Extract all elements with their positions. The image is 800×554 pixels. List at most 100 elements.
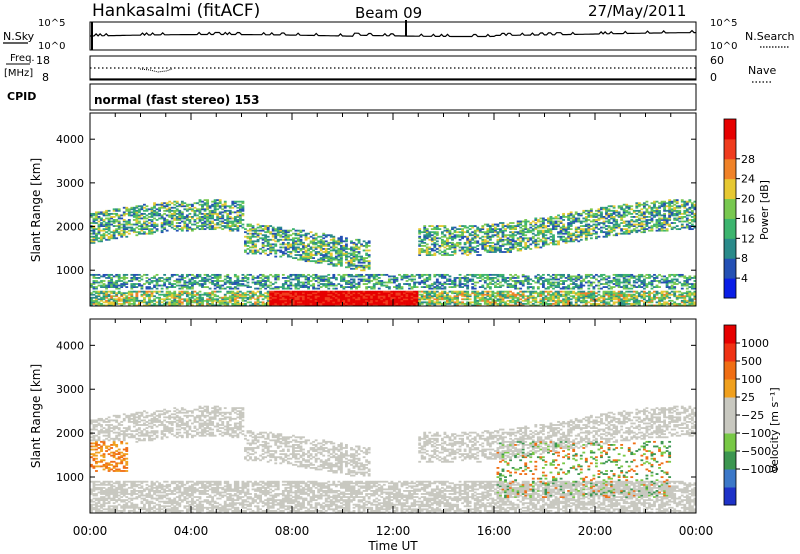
power-cell-697	[158, 212, 161, 215]
power-cell-4763	[579, 299, 583, 302]
power-cell-3750	[478, 304, 482, 307]
power-cell-2523	[337, 292, 341, 295]
power-cell-434	[130, 226, 134, 229]
power-cell-503	[137, 273, 141, 276]
power-cell-4732	[574, 219, 578, 221]
power-cell-885	[178, 275, 182, 278]
power-cell-1929	[284, 280, 288, 282]
power-cell-3736	[476, 281, 480, 284]
power-cell-3318	[433, 301, 437, 304]
power-cell-4564	[559, 237, 563, 240]
power-cell-4534	[557, 290, 560, 293]
power-cell-4108	[511, 222, 515, 224]
power-cell-509	[137, 220, 141, 223]
power-cell-2191	[307, 273, 310, 276]
power-cell-650	[153, 223, 156, 226]
power-cell-3248	[425, 284, 429, 287]
power-cell-170	[105, 286, 108, 288]
power-cell-2580	[342, 299, 346, 302]
power-cell-4485	[552, 243, 555, 246]
power-cell-3234	[423, 229, 427, 232]
power-cell-766	[165, 209, 169, 212]
power-cell-3976	[499, 229, 502, 232]
power-cell-1725	[264, 238, 268, 241]
power-cell-4110	[514, 302, 518, 305]
power-cell-2599	[342, 244, 346, 247]
power-cell-2107	[299, 243, 303, 246]
power-cell-2369	[322, 237, 326, 240]
power-cell-871	[178, 302, 182, 305]
nave-tick-top: 60	[710, 54, 724, 67]
power-cell-4656	[567, 216, 571, 218]
power-cell-3449	[446, 293, 449, 296]
power-cell-3276	[428, 290, 432, 293]
power-cell-146	[102, 275, 106, 278]
power-cell-1620	[254, 301, 257, 304]
power-cell-2537	[337, 243, 341, 246]
power-cell-3309	[430, 240, 434, 243]
power-cell-143	[102, 284, 106, 287]
power-cell-4314	[534, 226, 538, 229]
power-cell-4048	[506, 237, 510, 240]
power-cell-1616	[251, 226, 255, 229]
power-cell-1938	[284, 235, 288, 238]
power-cell-2445	[329, 263, 333, 266]
power-cell-1190	[208, 212, 212, 215]
power-cell-4621	[564, 232, 568, 235]
power-cell-53	[92, 214, 96, 217]
power-cell-75	[95, 228, 98, 231]
power-cell-1574	[249, 295, 252, 298]
power-cell-4170	[519, 248, 523, 250]
power-cell-1424	[233, 301, 237, 304]
power-cell-1439	[233, 225, 237, 227]
power-cell-4018	[504, 277, 507, 279]
power-cell-1888	[279, 226, 283, 229]
power-cell-1269	[216, 217, 220, 220]
power-cell-626	[150, 223, 154, 226]
power-cell-813	[170, 217, 174, 220]
power-cell-1981	[289, 292, 293, 295]
power-cell-2365	[322, 244, 326, 247]
power-cell-484	[135, 220, 139, 223]
power-cell-2491	[334, 301, 338, 304]
power-cell-4419	[547, 304, 550, 307]
power-cell-3928	[496, 295, 500, 298]
power-cell-4146	[516, 248, 520, 250]
power-cell-2979	[385, 293, 389, 296]
power-cell-2240	[312, 286, 316, 288]
power-cell-403	[127, 280, 131, 282]
power-cell-4363	[539, 223, 543, 226]
power-cell-2808	[362, 290, 366, 293]
power-cell-1963	[286, 246, 290, 249]
power-cell-4784	[579, 225, 583, 227]
power-cell-3932	[496, 286, 500, 288]
power-cell-1324	[223, 301, 227, 304]
power-cell-2363	[322, 251, 326, 253]
power-cell-4132	[514, 225, 518, 227]
power-cell-4445	[549, 302, 553, 305]
power-cell-952	[185, 290, 189, 293]
power-cell-1797	[271, 287, 275, 290]
power-cell-3535	[453, 235, 457, 238]
power-cell-4686	[569, 211, 573, 214]
power-cell-536	[140, 208, 144, 211]
power-cell-4113	[514, 296, 518, 299]
power-cell-495	[137, 302, 141, 305]
power-cell-1349	[226, 298, 230, 301]
power-cell-3720	[473, 237, 477, 240]
power-cell-163	[105, 299, 108, 302]
power-cell-252	[112, 286, 116, 288]
power-cell-4498	[552, 217, 555, 220]
power-cell-4952	[597, 217, 601, 220]
power-cell-4716	[574, 286, 578, 288]
power-cell-2132	[302, 257, 305, 260]
power-cell-4744	[577, 287, 581, 290]
power-cell-4023	[504, 235, 507, 238]
power-cell-4893	[592, 296, 596, 299]
power-cell-1325	[223, 299, 227, 302]
power-cell-1513	[241, 280, 245, 282]
power-cell-1409	[231, 281, 235, 284]
power-cell-4268	[529, 243, 533, 246]
power-cell-4394	[541, 223, 545, 226]
power-cell-278	[115, 287, 119, 290]
